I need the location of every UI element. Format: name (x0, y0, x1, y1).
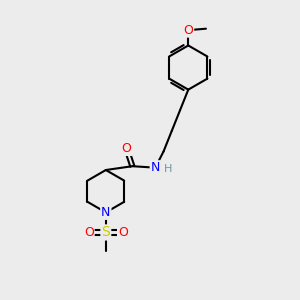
Text: S: S (101, 225, 110, 239)
Text: N: N (151, 161, 160, 174)
Text: O: O (183, 24, 193, 37)
Text: H: H (164, 164, 172, 174)
Text: O: O (122, 142, 131, 155)
Text: N: N (101, 206, 110, 219)
Text: O: O (84, 226, 94, 239)
Text: O: O (118, 226, 128, 239)
